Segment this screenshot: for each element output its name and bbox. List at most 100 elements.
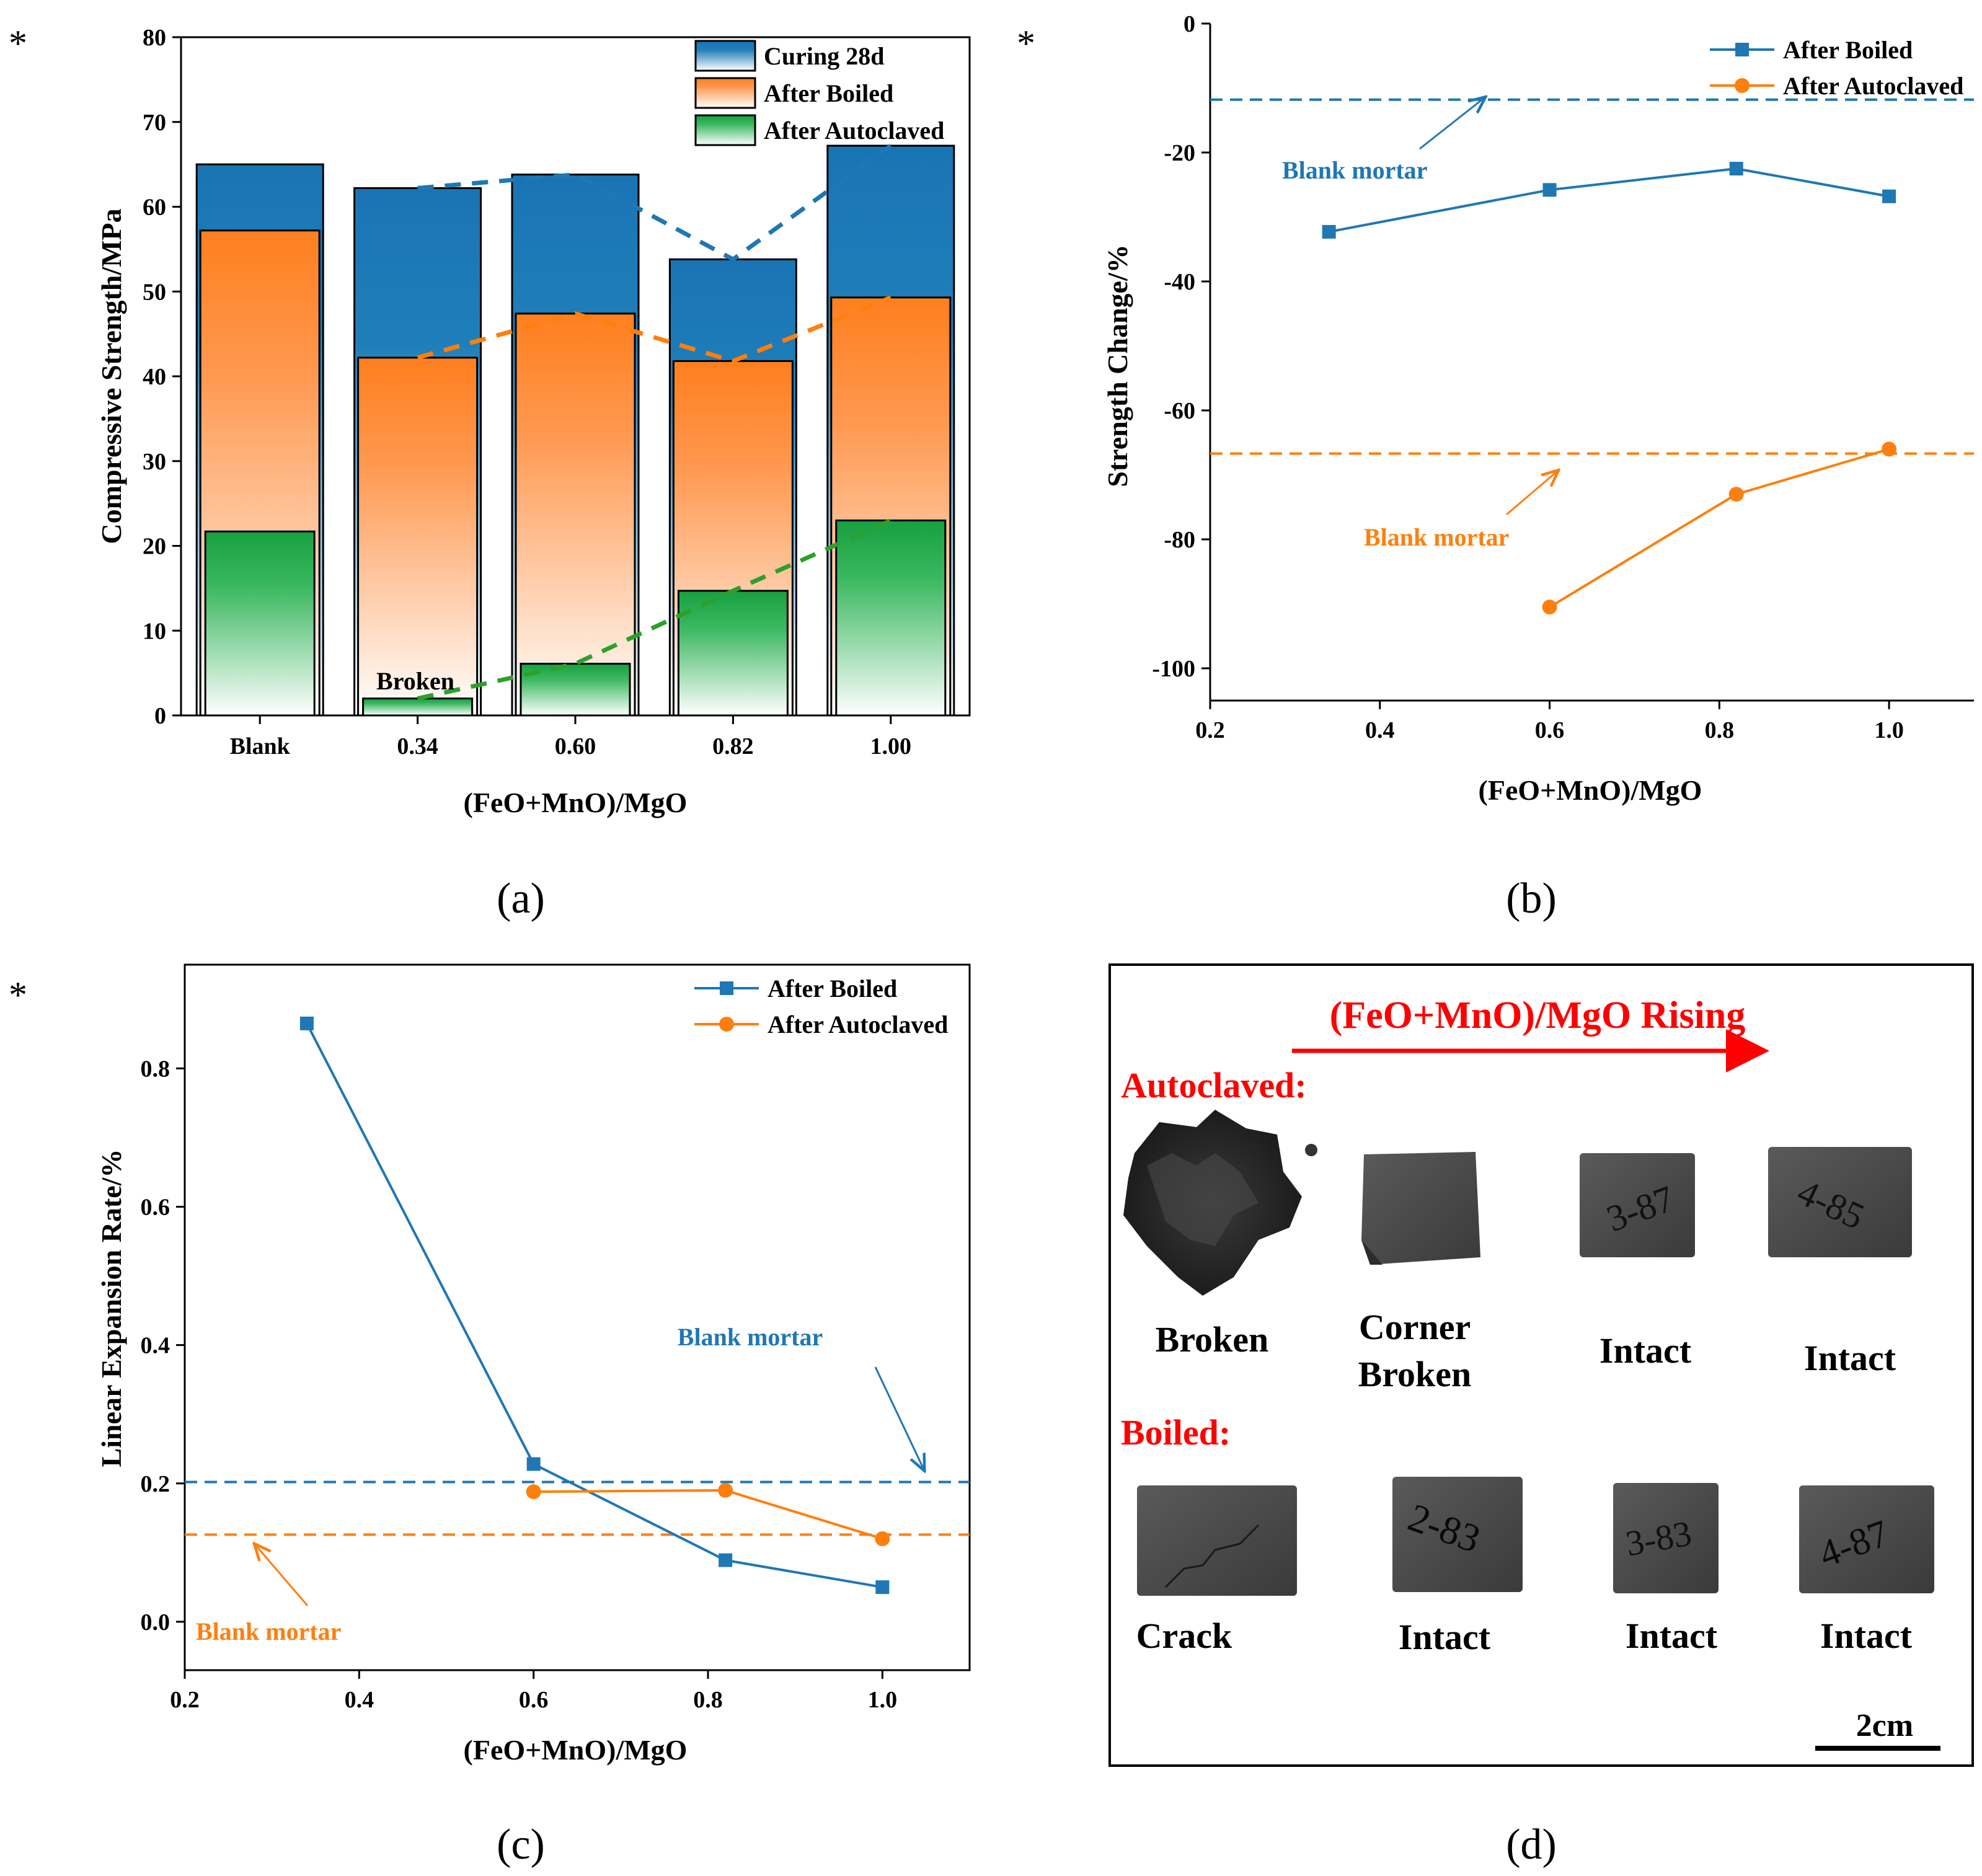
chart-b: 0.2 0.4 0.6 0.8 1.0 0 -20 -40 -60 -80 -100 Blank m… bbox=[1102, 11, 1974, 923]
y-axis-a: 0 10 20 30 40 50 60 70 80 bbox=[143, 25, 181, 729]
blank-mortar-arrow-c-boiled bbox=[874, 1366, 924, 1469]
asterisk-c: * bbox=[9, 975, 27, 1015]
legend-label: After Boiled bbox=[764, 79, 893, 107]
x-axis-label-a: (FeO+MnO)/MgO bbox=[464, 787, 688, 818]
panel-label-c: (c) bbox=[497, 1821, 545, 1869]
data-point bbox=[1322, 224, 1336, 239]
x-tick-label: Blank bbox=[230, 733, 291, 759]
trend-line-after-boiled bbox=[417, 295, 892, 364]
y-axis-label-a: Compressive Strength/MPa bbox=[95, 208, 127, 544]
label-intact-b3: Intact bbox=[1820, 1616, 1913, 1656]
legend-c: After Boiled After Autoclaved bbox=[694, 975, 948, 1038]
axes-b: 0.2 0.4 0.6 0.8 1.0 0 -20 -40 -60 -80 -100 bbox=[1152, 11, 1904, 743]
bar-after-boiled bbox=[357, 356, 479, 717]
x-axis-a: Blank 0.34 0.60 0.82 1.00 bbox=[230, 715, 911, 759]
trend-line-after-autoclaved bbox=[417, 518, 892, 701]
asterisk-b: * bbox=[1017, 23, 1035, 64]
x-tick-label: 1.0 bbox=[868, 1687, 898, 1713]
y-tick-label: 50 bbox=[143, 279, 166, 305]
y-tick-label: 30 bbox=[143, 449, 166, 475]
legend-marker bbox=[1735, 78, 1750, 93]
y-tick-label: 0.0 bbox=[141, 1609, 170, 1635]
blank-mortar-arrow-c-autoclaved bbox=[255, 1545, 309, 1606]
y-tick-label: 40 bbox=[143, 364, 166, 390]
label-line: Broken bbox=[1358, 1354, 1472, 1394]
broken-annotation: Broken bbox=[376, 667, 454, 695]
photo-frame bbox=[1108, 963, 1974, 1767]
y-tick-label: 20 bbox=[143, 534, 166, 560]
legend-label: After Boiled bbox=[1783, 36, 1913, 64]
plot-frame-c bbox=[184, 963, 971, 1671]
legend-a: Curing 28d After Boiled After Autoclaved bbox=[694, 40, 944, 146]
x-tick-label: 0.60 bbox=[555, 733, 596, 759]
bars-a bbox=[195, 144, 955, 717]
y-tick-label: 0 bbox=[154, 703, 166, 729]
x-tick-label: 0.6 bbox=[519, 1687, 549, 1713]
specimen-corner-broken bbox=[1361, 1152, 1480, 1265]
y-tick-label: -80 bbox=[1164, 527, 1195, 553]
legend-swatch bbox=[694, 77, 756, 109]
legend-label: After Autoclaved bbox=[768, 1011, 948, 1038]
series-b bbox=[1322, 162, 1897, 615]
autoclaved-title: Autoclaved: bbox=[1121, 1065, 1307, 1105]
data-point bbox=[1882, 189, 1896, 203]
legend-label: After Autoclaved bbox=[1783, 72, 1963, 100]
x-axis-label-b: (FeO+MnO)/MgO bbox=[1479, 774, 1702, 806]
series-line-after-boiled bbox=[1329, 167, 1890, 233]
axes-c: 0.2 0.4 0.6 0.8 1.0 0.0 0.2 0.4 0.6 0.8 bbox=[141, 1056, 898, 1713]
x-tick-label: 0.2 bbox=[170, 1687, 200, 1713]
legend-label: Curing 28d bbox=[764, 42, 885, 70]
blank-mortar-label-b-autoclaved: Blank mortar bbox=[1364, 523, 1509, 551]
bar-after-autoclaved bbox=[677, 590, 789, 717]
series-c bbox=[299, 1016, 890, 1595]
reference-lines-b bbox=[1210, 98, 1974, 455]
data-point bbox=[719, 1553, 733, 1567]
blank-mortar-label-c-boiled: Blank mortar bbox=[678, 1323, 823, 1351]
x-tick-label: 0.4 bbox=[345, 1687, 374, 1713]
y-axis-label-c: Linear Expansion Rate/% bbox=[95, 1149, 127, 1467]
label-line: Corner bbox=[1359, 1307, 1471, 1347]
y-tick-label: -60 bbox=[1164, 398, 1195, 424]
panel-label-a: (a) bbox=[497, 875, 545, 923]
y-tick-label: 0.4 bbox=[141, 1333, 170, 1359]
y-tick-label: -100 bbox=[1152, 656, 1195, 682]
x-tick-label: 0.8 bbox=[1705, 717, 1735, 743]
trend-lines-a bbox=[417, 144, 892, 701]
data-point bbox=[875, 1580, 890, 1595]
rising-label: (FeO+MnO)/MgO Rising bbox=[1330, 994, 1746, 1037]
x-tick-label: 0.6 bbox=[1535, 717, 1565, 743]
data-point bbox=[1728, 487, 1744, 502]
x-tick-label: 0.34 bbox=[397, 733, 438, 759]
asterisk-a: * bbox=[9, 23, 27, 64]
data-point bbox=[526, 1484, 541, 1500]
blank-mortar-label-c-autoclaved: Blank mortar bbox=[196, 1617, 341, 1645]
data-point bbox=[718, 1482, 733, 1498]
y-tick-label: 60 bbox=[143, 195, 166, 221]
y-tick-label: 0.6 bbox=[141, 1194, 170, 1220]
label-corner-broken: Corner Broken bbox=[1358, 1307, 1472, 1394]
legend-marker bbox=[1735, 43, 1749, 56]
label-intact-b2: Intact bbox=[1626, 1616, 1718, 1656]
bar-after-autoclaved bbox=[204, 530, 316, 717]
data-point bbox=[1729, 162, 1743, 175]
x-tick-label: 0.2 bbox=[1195, 717, 1225, 743]
scale-bar-label: 2cm bbox=[1856, 1708, 1913, 1743]
legend-b: After Boiled After Autoclaved bbox=[1710, 36, 1963, 100]
blank-mortar-arrow-b-autoclaved bbox=[1506, 471, 1557, 516]
label-broken: Broken bbox=[1156, 1319, 1269, 1360]
legend-swatch bbox=[694, 40, 756, 72]
boiled-title: Boiled: bbox=[1121, 1412, 1231, 1453]
label-intact-a1: Intact bbox=[1599, 1330, 1692, 1371]
specimen-intact-boiled-2: 3-83 bbox=[1613, 1483, 1719, 1593]
x-tick-label: 0.4 bbox=[1365, 717, 1395, 743]
y-tick-label: -40 bbox=[1164, 269, 1195, 295]
y-tick-label: -20 bbox=[1164, 140, 1195, 166]
x-tick-label: 1.00 bbox=[870, 733, 912, 759]
blank-mortar-arrow-b-boiled bbox=[1419, 98, 1484, 150]
bar-after-autoclaved bbox=[362, 697, 474, 717]
legend-marker bbox=[720, 981, 733, 995]
specimen-crack bbox=[1137, 1485, 1297, 1596]
chart-c: 0.2 0.4 0.6 0.8 1.0 0.0 0.2 0.4 0.6 0.8 Blank mor… bbox=[95, 963, 971, 1869]
